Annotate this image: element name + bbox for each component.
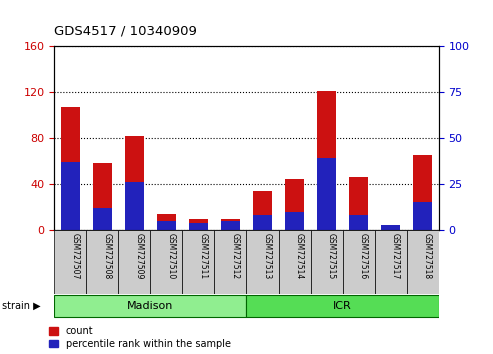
Bar — [349, 215, 368, 230]
Bar — [253, 215, 272, 230]
FancyBboxPatch shape — [311, 230, 343, 294]
Bar — [93, 163, 112, 230]
FancyBboxPatch shape — [118, 230, 150, 294]
Bar — [413, 155, 432, 230]
FancyBboxPatch shape — [343, 230, 375, 294]
Bar — [317, 158, 336, 230]
Bar — [413, 202, 432, 230]
FancyBboxPatch shape — [182, 230, 214, 294]
Bar — [189, 218, 208, 230]
Text: GSM727512: GSM727512 — [230, 233, 240, 279]
Text: GSM727513: GSM727513 — [262, 233, 272, 280]
Text: strain ▶: strain ▶ — [2, 301, 41, 311]
Text: GSM727514: GSM727514 — [295, 233, 304, 280]
Bar — [125, 136, 144, 230]
FancyBboxPatch shape — [214, 230, 246, 294]
Text: GSM727510: GSM727510 — [166, 233, 176, 280]
Text: Madison: Madison — [127, 301, 174, 311]
FancyBboxPatch shape — [86, 230, 118, 294]
Bar — [285, 179, 304, 230]
FancyBboxPatch shape — [279, 230, 311, 294]
FancyBboxPatch shape — [54, 295, 246, 318]
Bar — [253, 191, 272, 230]
Bar — [381, 224, 400, 230]
FancyBboxPatch shape — [246, 230, 279, 294]
FancyBboxPatch shape — [150, 230, 182, 294]
Text: GSM727517: GSM727517 — [390, 233, 400, 280]
Bar — [381, 225, 400, 230]
Text: GSM727508: GSM727508 — [102, 233, 111, 280]
Bar — [61, 162, 80, 230]
Text: GSM727516: GSM727516 — [358, 233, 368, 280]
Bar — [349, 177, 368, 230]
Text: GSM727507: GSM727507 — [70, 233, 79, 280]
Text: GSM727509: GSM727509 — [134, 233, 143, 280]
Bar — [317, 91, 336, 230]
Legend: count, percentile rank within the sample: count, percentile rank within the sample — [49, 326, 231, 349]
FancyBboxPatch shape — [407, 230, 439, 294]
FancyBboxPatch shape — [54, 230, 86, 294]
Text: ICR: ICR — [333, 301, 352, 311]
Bar — [61, 107, 80, 230]
Text: GDS4517 / 10340909: GDS4517 / 10340909 — [54, 24, 197, 37]
Bar — [93, 208, 112, 230]
FancyBboxPatch shape — [246, 295, 439, 318]
Bar — [221, 218, 240, 230]
Bar — [189, 223, 208, 230]
Bar — [157, 221, 176, 230]
Text: GSM727511: GSM727511 — [198, 233, 208, 279]
FancyBboxPatch shape — [375, 230, 407, 294]
Text: GSM727518: GSM727518 — [423, 233, 432, 279]
Text: GSM727515: GSM727515 — [326, 233, 336, 280]
Bar — [221, 221, 240, 230]
Bar — [125, 182, 144, 230]
Bar — [285, 212, 304, 230]
Bar — [157, 214, 176, 230]
